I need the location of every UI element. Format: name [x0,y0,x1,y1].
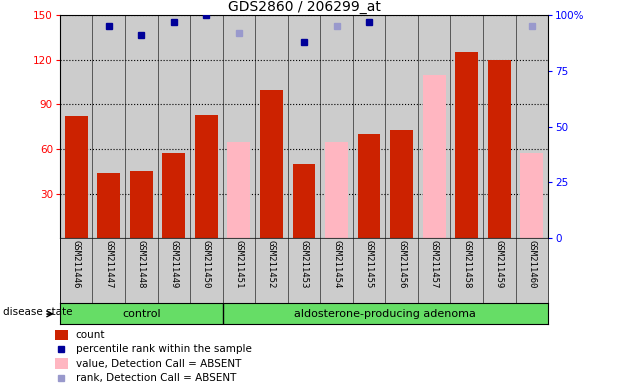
Bar [520,154,543,238]
Text: GSM211453: GSM211453 [299,240,309,288]
Text: GSM211454: GSM211454 [332,240,341,288]
Bar [163,154,185,238]
Bar [55,359,68,369]
Text: GSM211449: GSM211449 [169,240,178,288]
Bar [227,142,250,238]
Text: GSM211460: GSM211460 [527,240,536,288]
Bar [423,75,445,238]
Bar [260,89,283,238]
Bar [488,60,511,238]
Bar [195,115,218,238]
Text: GSM211457: GSM211457 [430,240,438,288]
Bar [65,116,88,238]
Text: disease state: disease state [3,307,72,317]
Text: GSM211452: GSM211452 [267,240,276,288]
Text: GSM211456: GSM211456 [397,240,406,288]
Bar [325,142,348,238]
Text: aldosterone-producing adenoma: aldosterone-producing adenoma [294,309,476,319]
Bar [390,130,413,238]
Text: GSM211450: GSM211450 [202,240,211,288]
Bar [292,164,316,238]
Bar [97,173,120,238]
Bar [358,134,381,238]
Text: count: count [76,330,105,340]
Text: GSM211455: GSM211455 [365,240,374,288]
Text: GSM211446: GSM211446 [72,240,81,288]
Title: GDS2860 / 206299_at: GDS2860 / 206299_at [227,0,381,14]
Text: GSM211448: GSM211448 [137,240,146,288]
Text: control: control [122,309,161,319]
Text: value, Detection Call = ABSENT: value, Detection Call = ABSENT [76,359,241,369]
Text: GSM211451: GSM211451 [234,240,243,288]
Bar [455,53,478,238]
Text: percentile rank within the sample: percentile rank within the sample [76,344,251,354]
Bar [55,329,68,340]
Text: rank, Detection Call = ABSENT: rank, Detection Call = ABSENT [76,373,236,383]
Text: GSM211447: GSM211447 [104,240,113,288]
Text: GSM211458: GSM211458 [462,240,471,288]
Bar [130,171,152,238]
Text: GSM211459: GSM211459 [495,240,504,288]
